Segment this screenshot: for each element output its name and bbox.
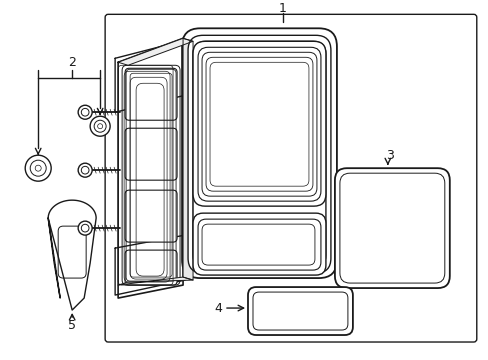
FancyBboxPatch shape (202, 52, 316, 196)
FancyBboxPatch shape (247, 287, 352, 335)
Polygon shape (48, 200, 96, 310)
Polygon shape (118, 38, 193, 65)
Text: 1: 1 (279, 2, 286, 15)
Polygon shape (118, 277, 193, 285)
FancyBboxPatch shape (202, 224, 314, 265)
FancyBboxPatch shape (252, 292, 347, 330)
Circle shape (78, 163, 92, 177)
Polygon shape (115, 40, 184, 112)
FancyBboxPatch shape (125, 128, 177, 180)
Text: 5: 5 (68, 319, 76, 332)
FancyBboxPatch shape (205, 57, 312, 191)
Text: 2: 2 (68, 56, 76, 69)
Polygon shape (115, 235, 184, 295)
FancyBboxPatch shape (182, 28, 336, 278)
Circle shape (94, 120, 106, 132)
Circle shape (78, 105, 92, 119)
Circle shape (81, 166, 89, 174)
Circle shape (98, 124, 102, 129)
FancyBboxPatch shape (188, 35, 330, 273)
FancyBboxPatch shape (125, 190, 177, 242)
FancyBboxPatch shape (339, 173, 444, 283)
Circle shape (81, 224, 89, 232)
FancyBboxPatch shape (193, 213, 325, 275)
Circle shape (90, 116, 110, 136)
FancyBboxPatch shape (125, 250, 177, 285)
FancyBboxPatch shape (105, 14, 476, 342)
Circle shape (30, 160, 46, 176)
Text: 4: 4 (214, 302, 222, 315)
Text: 3: 3 (385, 149, 393, 162)
FancyBboxPatch shape (198, 219, 320, 270)
FancyBboxPatch shape (198, 47, 320, 201)
FancyBboxPatch shape (193, 41, 325, 268)
Circle shape (81, 108, 89, 116)
FancyBboxPatch shape (334, 168, 449, 288)
Circle shape (78, 221, 92, 235)
FancyBboxPatch shape (193, 41, 325, 206)
Polygon shape (118, 38, 183, 298)
Circle shape (25, 155, 51, 181)
FancyBboxPatch shape (210, 62, 308, 186)
Circle shape (35, 165, 41, 171)
FancyBboxPatch shape (125, 68, 177, 120)
Polygon shape (183, 38, 193, 280)
